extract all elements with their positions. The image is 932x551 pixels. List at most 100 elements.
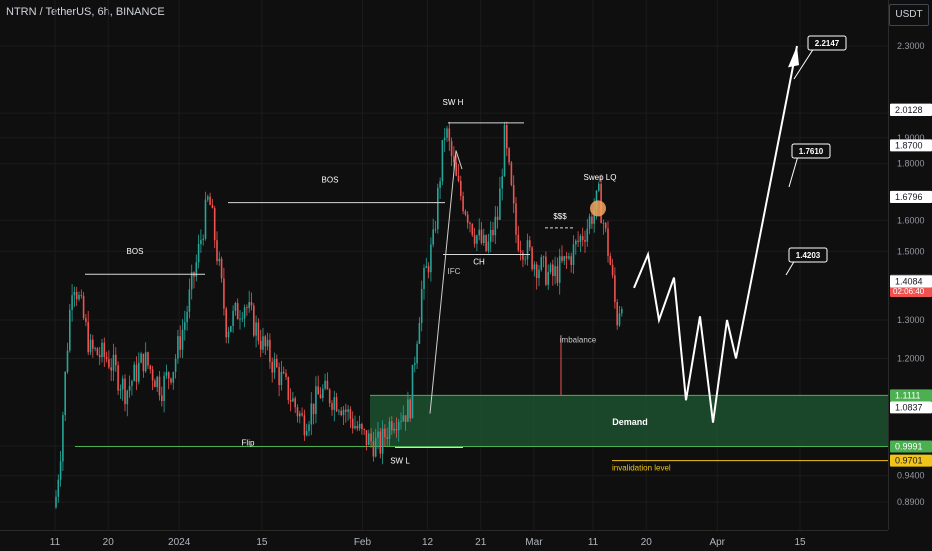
candle-body: [149, 365, 152, 370]
candle-body: [335, 397, 338, 412]
target-pointer: [788, 155, 799, 188]
candle-body: [418, 322, 421, 344]
projection-arrowhead: [788, 46, 799, 68]
candle-body: [466, 214, 469, 223]
price-tick-label: 1.9000: [897, 133, 925, 143]
candle-body: [303, 415, 306, 436]
candle-body: [512, 184, 515, 204]
candle-body: [494, 216, 497, 236]
candle-body: [138, 362, 140, 382]
candle-body: [333, 397, 336, 410]
candle-body: [227, 331, 230, 338]
candle-body: [611, 264, 614, 276]
candle-body: [239, 318, 241, 320]
candle-body: [483, 235, 485, 243]
time-axis[interactable]: 11 20 2024 15 Feb 12 21 Mar 11 20 Apr 15: [0, 530, 888, 551]
candle-body: [264, 336, 267, 347]
candle-body: [315, 386, 317, 415]
candle-body: [515, 203, 517, 235]
price-tick-label: 2.3000: [897, 41, 925, 51]
candle-body: [78, 294, 80, 300]
candle-body: [453, 156, 455, 163]
candle-body: [349, 409, 352, 419]
candle-body: [354, 425, 356, 429]
invalidation-label: invalidation level: [612, 464, 671, 473]
candle-body: [200, 239, 202, 245]
candle-body: [66, 350, 69, 372]
price-axis[interactable]: 2.30002.00001.90001.80001.60001.50001.30…: [888, 0, 932, 530]
candle-body: [124, 378, 126, 405]
candle-body: [570, 256, 572, 265]
candle-body: [460, 180, 462, 196]
candle-body: [89, 339, 92, 353]
candle-body: [540, 257, 543, 270]
candle-body: [584, 240, 586, 242]
candle-body: [167, 372, 170, 379]
candle-body: [225, 308, 227, 338]
price-label-value: 2.0128: [895, 105, 923, 115]
candle-body: [586, 228, 589, 242]
price-label-value: 1.8700: [895, 140, 923, 150]
candle-body: [545, 256, 547, 285]
candle-body: [531, 247, 533, 270]
candle-body: [469, 222, 471, 224]
price-label-box: [890, 389, 932, 402]
candle-body: [115, 354, 117, 366]
candle-body: [262, 336, 264, 350]
ifc-arrow: [429, 150, 463, 414]
currency-selector[interactable]: USDT: [889, 4, 929, 26]
candle-body: [588, 216, 591, 229]
candle-body: [441, 139, 444, 182]
price-tick-label: 0.8900: [897, 497, 925, 507]
candle-body: [181, 329, 184, 350]
candle-body: [172, 372, 175, 383]
candle-body: [577, 240, 579, 242]
candle-body: [510, 162, 513, 185]
candle-body: [273, 358, 276, 373]
candle-body: [308, 424, 310, 432]
candle-body: [529, 240, 531, 248]
candle-body: [163, 375, 165, 402]
candle-body: [593, 209, 595, 224]
demand-zone: [370, 395, 888, 447]
candle-body: [558, 256, 561, 283]
candle-body: [135, 364, 138, 382]
price-label-value: 1.4084: [895, 277, 923, 287]
candle-body: [432, 229, 434, 245]
candle-body: [499, 188, 501, 220]
candle-body: [379, 431, 382, 454]
candle-body: [322, 388, 324, 399]
candle-body: [186, 311, 188, 323]
candle-body: [549, 264, 552, 273]
candle-body: [381, 428, 384, 454]
imbalance-label: imbalance: [560, 336, 597, 345]
liquidity-label: $$$: [553, 212, 567, 221]
candle-body: [496, 216, 499, 220]
candle-body: [278, 367, 280, 386]
candle-body: [112, 354, 115, 371]
swept-liquidity-label: Swep LQ: [584, 173, 617, 182]
candle-body: [492, 229, 494, 236]
candle-body: [384, 428, 386, 438]
candle-body: [476, 235, 478, 244]
candle-body: [211, 204, 214, 209]
candle-body: [269, 339, 271, 363]
candle-body: [285, 373, 287, 378]
candle-body: [591, 216, 593, 224]
chart-title: NTRN / TetherUS, 6h, BINANCE: [6, 6, 165, 18]
time-tick-label: 12: [422, 537, 434, 548]
swept-liquidity-marker: [590, 200, 606, 217]
candle-body: [319, 394, 322, 399]
candle-body: [248, 302, 250, 309]
candle-body: [365, 430, 368, 445]
candle-body: [317, 386, 319, 395]
candle-body: [556, 266, 559, 283]
candle-body: [618, 313, 621, 326]
candle-body: [243, 307, 246, 319]
candle-body: [575, 240, 577, 245]
candle-body: [117, 365, 119, 391]
candle-body: [561, 256, 563, 261]
candle-body: [96, 348, 99, 356]
price-chart[interactable]: Demand invalidation level BOS BOS SW H CH Flip…: [0, 0, 888, 530]
candle-body: [271, 362, 273, 373]
